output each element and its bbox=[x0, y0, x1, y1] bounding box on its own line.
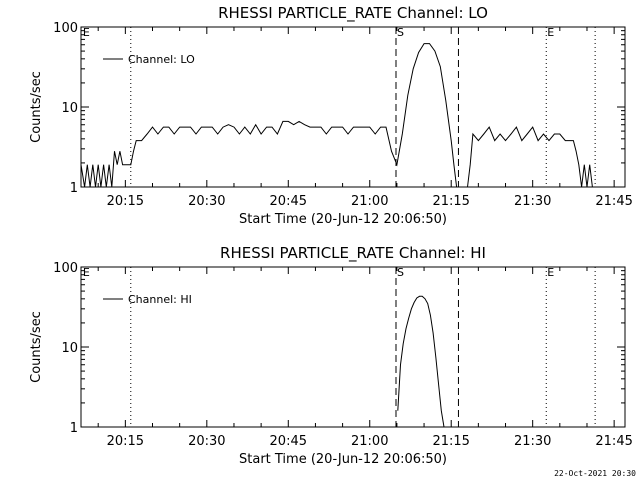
panel-2-xtick-label-7: 21:45 bbox=[595, 434, 632, 449]
panel-1-xtick-label-5: 21:15 bbox=[432, 194, 469, 209]
panel-2-title: RHESSI PARTICLE_RATE Channel: HI bbox=[220, 244, 486, 263]
panel-2-xtick-label-6: 21:30 bbox=[514, 434, 551, 449]
panel-1-series-line-1 bbox=[80, 43, 593, 188]
panel-2-marker-label-3: E bbox=[547, 266, 554, 279]
panel-2-xtick-label-1: 20:15 bbox=[107, 434, 144, 449]
panel-2-frame bbox=[80, 266, 626, 428]
panel-1-marker-label-3: E bbox=[547, 26, 554, 39]
panel-2-marker-label-1: E bbox=[83, 266, 90, 279]
panel-2-marker-label-2: S bbox=[397, 266, 404, 279]
panel-1-xlabel: Start Time (20-Jun-12 20:06:50) bbox=[239, 212, 447, 227]
panel-2: RHESSI PARTICLE_RATE Channel: HI Counts/s… bbox=[29, 244, 633, 467]
panel-1-xtick-label-7: 21:45 bbox=[595, 194, 632, 209]
panel-1-frame bbox=[80, 26, 626, 188]
panel-1-marker-label-1: E bbox=[83, 26, 90, 39]
panel-1-xtick-label-3: 20:45 bbox=[270, 194, 307, 209]
panel-2-xtick-label-4: 21:00 bbox=[351, 434, 388, 449]
panel-2-xtick-label-5: 21:15 bbox=[432, 434, 469, 449]
panel-2-xtick-label-2: 20:30 bbox=[188, 434, 225, 449]
panel-1-xtick-label-4: 21:00 bbox=[351, 194, 388, 209]
panel-1-xtick-label-6: 21:30 bbox=[514, 194, 551, 209]
panel-1-xtick-label-1: 20:15 bbox=[107, 194, 144, 209]
panel-1-ytick-label-1: 1 bbox=[70, 181, 78, 196]
panel-2-xlabel: Start Time (20-Jun-12 20:06:50) bbox=[239, 452, 447, 467]
panel-1-ylabel: Counts/sec bbox=[29, 71, 44, 143]
panel-2-legend-label-1: Channel: HI bbox=[128, 293, 192, 306]
panel-1-ytick-label-3: 100 bbox=[53, 21, 78, 36]
panel-2-ytick-label-1: 1 bbox=[70, 421, 78, 436]
panel-2-ytick-label-3: 100 bbox=[53, 261, 78, 276]
panel-1: RHESSI PARTICLE_RATE Channel: LO Counts/s… bbox=[29, 4, 633, 227]
panel-2-ytick-label-2: 10 bbox=[61, 341, 78, 356]
panel-2-xtick-label-3: 20:45 bbox=[270, 434, 307, 449]
panel-1-marker-label-2: S bbox=[397, 26, 404, 39]
date-stamp: 22-Oct-2021 20:30 bbox=[554, 469, 636, 478]
panel-2-series-line-1 bbox=[397, 295, 445, 428]
panel-1-title: RHESSI PARTICLE_RATE Channel: LO bbox=[218, 4, 488, 23]
panel-1-legend-label-1: Channel: LO bbox=[128, 53, 195, 66]
panel-2-ylabel: Counts/sec bbox=[29, 311, 44, 383]
panel-1-xtick-label-2: 20:30 bbox=[188, 194, 225, 209]
panel-1-ytick-label-2: 10 bbox=[61, 101, 78, 116]
